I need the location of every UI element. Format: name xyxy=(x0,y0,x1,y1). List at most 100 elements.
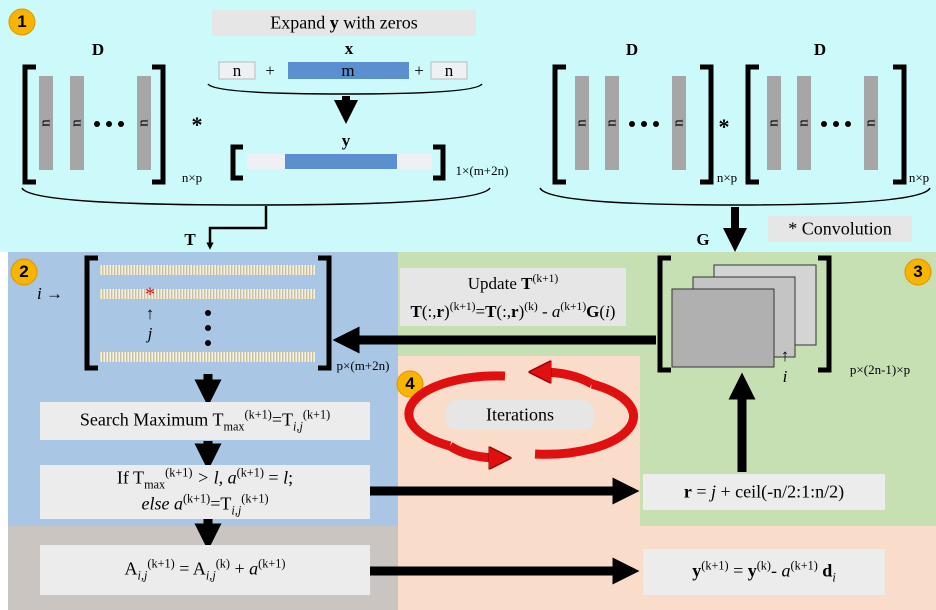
formula-part: Search Maximum T xyxy=(79,409,224,430)
data-label: m xyxy=(341,61,355,80)
vector-label: x xyxy=(344,39,354,58)
formula-part: ( xyxy=(599,301,606,321)
operator: * xyxy=(718,114,730,139)
formula-part: y xyxy=(329,12,339,33)
y-update: y(k+1) = y(k)- a(k+1) di xyxy=(692,559,835,586)
formula-part: (k+1) xyxy=(147,556,175,571)
formula-part: a xyxy=(551,301,561,321)
matrix-label: G xyxy=(696,230,710,249)
formula-part: (k+1) xyxy=(236,465,264,480)
condition-formula: else a(k+1)=Ti,j(k+1) xyxy=(141,492,268,519)
formula-part: max xyxy=(144,477,166,492)
columns xyxy=(39,76,878,170)
formula-part: else xyxy=(141,493,174,514)
pad-label: n xyxy=(444,61,454,80)
formula-part: =T xyxy=(210,493,232,514)
formula-part: with zeros xyxy=(338,12,418,33)
matrix-label: T xyxy=(184,230,196,249)
brace xyxy=(21,187,491,206)
formula-part: a xyxy=(173,493,183,514)
update-box xyxy=(400,268,626,326)
max-marker: * xyxy=(145,283,155,306)
formula-part: T xyxy=(485,301,497,321)
cycle-arrow xyxy=(404,371,506,451)
formula-part: j xyxy=(711,481,717,502)
formula-part: (k+1) xyxy=(302,407,331,422)
formula-part: (k+1) xyxy=(241,491,269,506)
formula-part: d xyxy=(817,560,833,581)
label-box xyxy=(768,216,912,242)
badge: 3 xyxy=(913,262,923,281)
brace xyxy=(207,83,483,95)
size-label: 1×(m+2n) xyxy=(455,163,509,178)
matrix-label: D xyxy=(91,40,105,59)
formula-part: (k+1) xyxy=(449,300,476,314)
label-box xyxy=(212,10,476,36)
update-formula: T(:,r)(k+1)=T(:,r)(k) - a(k+1)G(i) xyxy=(411,300,616,322)
arrows xyxy=(194,372,756,585)
slice xyxy=(671,288,775,368)
formula-part: = xyxy=(263,467,284,488)
size-label: n×p xyxy=(181,170,203,185)
pad-box xyxy=(430,61,468,80)
a-update: Ai,j(k+1) = Ai,j(k) + a(k+1) xyxy=(125,557,286,584)
r-formula: r = j + ceil(-n/2:1:n/2) xyxy=(684,482,844,503)
condition-formula: If Tmax(k+1) > l, a(k+1) = l; xyxy=(117,466,293,493)
formula-part: i,j xyxy=(137,568,148,583)
arrow xyxy=(206,206,268,250)
formula-part: a xyxy=(227,467,237,488)
formula-part: G xyxy=(586,301,600,321)
column-label: n xyxy=(795,119,811,127)
formula-part: + xyxy=(230,558,250,579)
formula-part: - xyxy=(771,560,782,581)
row-index: i → xyxy=(37,284,63,304)
search-formula: Search Maximum Tmax(k+1)=Ti,j(k+1) xyxy=(80,408,330,435)
column-labels: n n n n n n n n n xyxy=(37,119,878,127)
expand-label: Expand y with zeros xyxy=(270,13,417,34)
formula-part: (k+1) xyxy=(790,558,818,573)
formula-part: (k+1) xyxy=(165,465,193,480)
formula-part: T xyxy=(521,273,533,293)
formula-part: ) xyxy=(518,301,525,321)
size-label: n×p xyxy=(716,170,738,185)
formula-part: r xyxy=(511,301,519,321)
formula-part: → xyxy=(41,284,63,303)
dots xyxy=(94,121,851,346)
index-label: i xyxy=(782,367,788,386)
formula-part: (k) xyxy=(215,556,230,571)
update-title: Update T(k+1) xyxy=(468,272,558,294)
brace xyxy=(539,187,931,206)
pad-box xyxy=(247,154,285,169)
formula-part: (k) xyxy=(756,558,771,573)
operator: + xyxy=(414,61,424,80)
matrix-rows xyxy=(100,265,316,362)
column-label: n xyxy=(135,119,151,127)
formula-part: = xyxy=(728,560,748,581)
column-label: n xyxy=(603,119,619,127)
formula-part: (k+1) xyxy=(182,491,211,506)
formula-part: = xyxy=(691,481,712,502)
formula-part: i,j xyxy=(293,419,303,434)
formula-part: r xyxy=(683,481,692,502)
pad-label: n xyxy=(232,61,242,80)
index-arrow: ↑ xyxy=(145,304,155,323)
column-label: n xyxy=(68,119,84,127)
formula-part: , xyxy=(218,467,228,488)
column-label: n xyxy=(37,119,53,127)
formula-part: a xyxy=(249,558,259,579)
formula-part: =T xyxy=(271,409,294,430)
formula-part: If T xyxy=(116,467,145,488)
column-label: n xyxy=(670,119,686,127)
formula-part: y xyxy=(692,560,702,581)
brackets xyxy=(22,64,907,373)
column-label: n xyxy=(862,119,878,127)
formula-part: Expand xyxy=(270,12,330,33)
boxes xyxy=(40,402,885,595)
formula-part: l xyxy=(213,467,219,488)
cycle-arrow xyxy=(540,372,595,388)
convolution-label: * Convolution xyxy=(788,218,892,239)
formula-part: > xyxy=(192,467,214,488)
column-label: n xyxy=(573,119,589,127)
